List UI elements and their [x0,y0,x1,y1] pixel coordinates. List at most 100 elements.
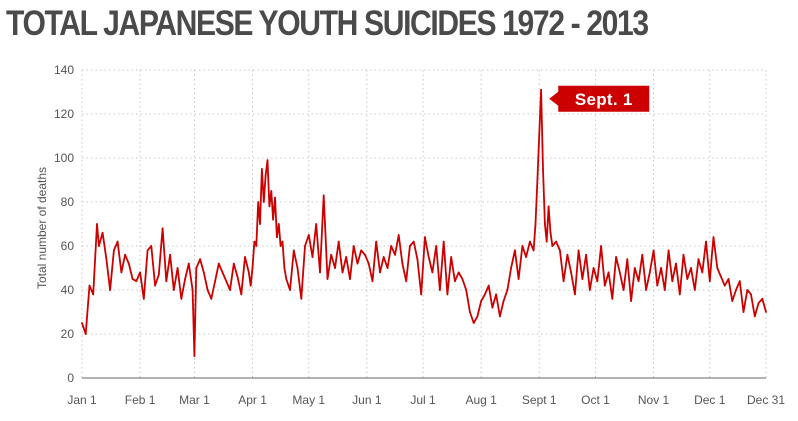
data-point [221,271,224,274]
data-point [187,262,190,265]
data-point [405,280,408,283]
data-point [345,256,348,258]
data-point [281,240,284,243]
data-point [266,159,269,162]
data-point [424,236,426,239]
data-point [678,293,681,296]
data-point [304,245,306,247]
data-point [401,262,404,265]
data-point [206,289,209,291]
x-tick-labels: Jan 1 Feb 1 Mar 1 Apr 1 May 1 Jun 1 Jul 1 Aug 1… [67,393,785,407]
data-point [514,249,516,252]
data-point [446,293,449,296]
data-point [191,289,194,291]
data-point [450,256,453,258]
data-point [127,262,130,265]
data-point [735,289,737,291]
data-point [622,289,625,291]
chart-title: TOTAL JAPANESE YOUTH SUICIDES 1972 - 201… [6,4,649,43]
data-point [379,271,381,274]
data-point [693,289,696,291]
data-point [367,262,370,265]
data-point [555,240,557,243]
y-tick-label: 100 [54,151,74,165]
data-point [574,293,576,296]
data-point [264,174,267,177]
data-point [536,179,539,181]
y-tick-label: 20 [61,327,75,341]
data-point [697,258,700,261]
data-point [544,223,546,225]
data-point [534,223,537,225]
data-point [135,280,138,283]
data-point [277,223,280,225]
data-point [611,297,614,300]
data-point [727,278,730,280]
data-point [607,271,610,274]
data-point [499,315,501,318]
data-point [487,284,490,287]
data-point [199,258,202,261]
x-tick-label: Jul 1 [410,393,436,407]
data-point [720,275,722,278]
data-point [356,262,359,265]
data-point [261,168,263,170]
data-point [124,253,126,256]
data-point [540,88,542,91]
data-point [420,293,423,296]
y-tick-label: 40 [61,283,75,297]
y-tick-label: 80 [61,195,75,209]
data-point [276,236,278,239]
data-point [641,253,644,256]
data-point [195,267,198,269]
data-point [416,258,419,261]
data-point [296,267,299,269]
data-point [157,273,160,276]
x-tick-label: Feb 1 [125,393,156,407]
data-point [81,322,83,324]
series-line [81,88,767,357]
data-point [337,240,340,243]
data-point [577,249,580,252]
data-point [247,271,250,274]
data-point [603,284,606,287]
data-point [257,201,260,203]
data-point [480,300,483,302]
data-point [397,234,400,236]
data-point [667,249,670,252]
x-tick-label: Mar 1 [179,393,210,407]
callout-label: Sept. 1 [575,90,633,109]
data-point [386,267,389,269]
y-axis-label: Total number of deaths [35,167,49,289]
data-point [495,293,497,296]
data-point [656,284,659,287]
data-point [454,280,456,283]
data-point [461,278,464,280]
data-point [176,267,179,269]
data-point [240,293,243,296]
data-point [757,302,760,305]
data-point [588,289,591,291]
data-point [319,271,321,274]
data-point [596,280,599,283]
data-point [465,289,468,291]
data-point [690,267,692,269]
data-point [375,240,378,243]
data-point [581,278,584,280]
data-point [542,168,544,170]
data-point [648,271,651,274]
data-point [562,280,565,283]
data-point [322,194,325,197]
data-point [525,256,527,258]
data-point [311,256,314,258]
data-point [92,293,95,296]
x-tick-label: Dec 1 [694,393,726,407]
data-point [150,245,153,247]
data-point [161,227,164,230]
data-point [259,223,261,225]
data-point [217,262,220,265]
data-point [268,205,271,208]
data-point [225,280,228,283]
data-point [431,271,434,274]
data-point [349,278,351,280]
